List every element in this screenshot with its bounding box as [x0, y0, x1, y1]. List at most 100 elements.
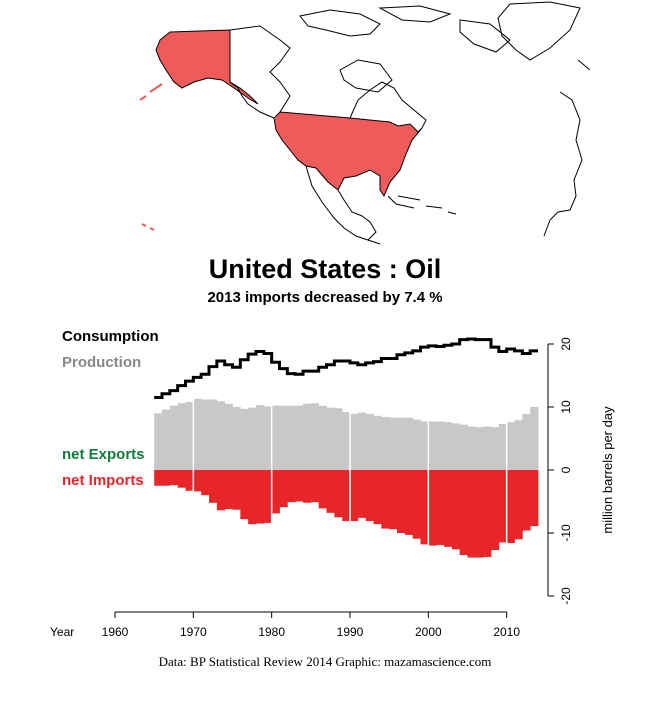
production-bar [451, 423, 461, 470]
net-imports-bar [256, 470, 265, 524]
production-bar [303, 403, 312, 470]
x-tick-label: 1990 [337, 625, 364, 639]
net-imports-bar [491, 470, 500, 551]
net-imports-bar [420, 470, 429, 545]
net-imports-bar [475, 470, 484, 558]
production-bar [193, 398, 202, 470]
net-imports-bar [357, 470, 367, 518]
production-bar [483, 426, 492, 470]
net-imports-bar [162, 470, 171, 486]
production-bar [506, 422, 515, 470]
y-tick-label: -10 [559, 524, 573, 542]
production-bar [342, 412, 351, 470]
greenland-outline [497, 1, 581, 61]
net-imports-bar [303, 470, 312, 503]
chart-subtitle: 2013 imports decreased by 7.4 % [207, 289, 443, 306]
hudson-bay [339, 59, 393, 93]
net-imports-bar [240, 470, 249, 520]
production-bar [498, 424, 508, 470]
net-imports-bar [522, 470, 531, 531]
production-bar [459, 424, 468, 470]
production-bar [522, 413, 531, 470]
right-coast-outline [543, 59, 590, 237]
y-axis: -20 -10 0 10 20 million barrels per day [547, 337, 615, 605]
net-imports-bar [514, 470, 523, 540]
net-imports-bar [154, 470, 163, 486]
production-bar [248, 407, 257, 470]
y-tick-label: 20 [559, 337, 573, 351]
net-imports-bar [216, 470, 226, 511]
production-bar [530, 407, 539, 470]
net-imports-bar [334, 470, 343, 518]
production-bar [373, 415, 382, 470]
net-imports-bar [318, 470, 327, 509]
y-tick-label: 10 [559, 400, 573, 414]
production-bar [154, 413, 163, 470]
net-imports-bar [483, 470, 492, 557]
x-tick-label: 1980 [258, 625, 285, 639]
net-imports-bar [263, 470, 273, 523]
production-bar [357, 412, 367, 470]
net-imports-bar [365, 470, 374, 522]
production-bar [177, 403, 186, 470]
x-tick-label: 1960 [102, 625, 129, 639]
net-imports-bar [498, 470, 508, 543]
hawaii-islands [141, 223, 155, 231]
net-imports-bar [295, 470, 304, 502]
production-bar [295, 405, 304, 470]
production-area [154, 398, 539, 470]
production-bar [350, 413, 359, 470]
production-bar [271, 405, 280, 470]
production-bar [240, 408, 249, 470]
production-bar [287, 405, 296, 470]
net-imports-bar [177, 470, 186, 488]
production-bar [169, 405, 179, 470]
net-imports-bar [506, 470, 515, 544]
north-america-map [139, 1, 590, 245]
production-bar [334, 408, 343, 470]
production-bar [389, 417, 398, 470]
production-bar [412, 419, 421, 470]
production-bar [232, 407, 241, 470]
production-bar [514, 420, 523, 470]
net-imports-bar [428, 470, 437, 546]
production-bar [209, 399, 218, 470]
net-imports-bar [232, 470, 241, 510]
production-bar [185, 401, 194, 470]
net-imports-bar [209, 470, 218, 503]
net-imports-bar [412, 470, 421, 539]
aleutian-islands [139, 83, 163, 101]
x-axis-title: Year [50, 625, 74, 639]
net-imports-bar [467, 470, 476, 558]
x-axis: 1960 1970 1980 1990 2000 2010 Year [50, 611, 520, 639]
consumption-line [154, 337, 538, 400]
net-imports-bar [404, 470, 414, 535]
production-bar [365, 413, 374, 470]
net-imports-bar [451, 470, 461, 550]
canada-arctic-islands [299, 5, 511, 53]
net-imports-bar [326, 470, 335, 513]
net-imports-bar [310, 470, 320, 503]
production-bar [326, 407, 335, 470]
y-tick-label: -20 [559, 587, 573, 605]
net-imports-bar [279, 470, 288, 508]
net-imports-bar [444, 470, 453, 547]
production-bar [491, 427, 500, 470]
net-imports-bar [381, 470, 390, 529]
legend-net-exports: net Exports [62, 446, 145, 463]
net-imports-bar [373, 470, 382, 525]
x-tick-label: 2000 [415, 625, 442, 639]
legend-net-imports: net Imports [62, 472, 144, 489]
net-imports-bar [530, 470, 539, 527]
x-tick-label: 1970 [180, 625, 207, 639]
central-america-outline [367, 195, 415, 245]
legend-production: Production [62, 354, 142, 371]
production-bar [475, 427, 484, 470]
net-imports-bar [342, 470, 351, 522]
production-bar [216, 401, 226, 470]
net-imports-bar [201, 470, 210, 496]
alaska-shape [155, 29, 259, 105]
production-bar [404, 417, 414, 470]
net-imports-bar [436, 470, 445, 545]
